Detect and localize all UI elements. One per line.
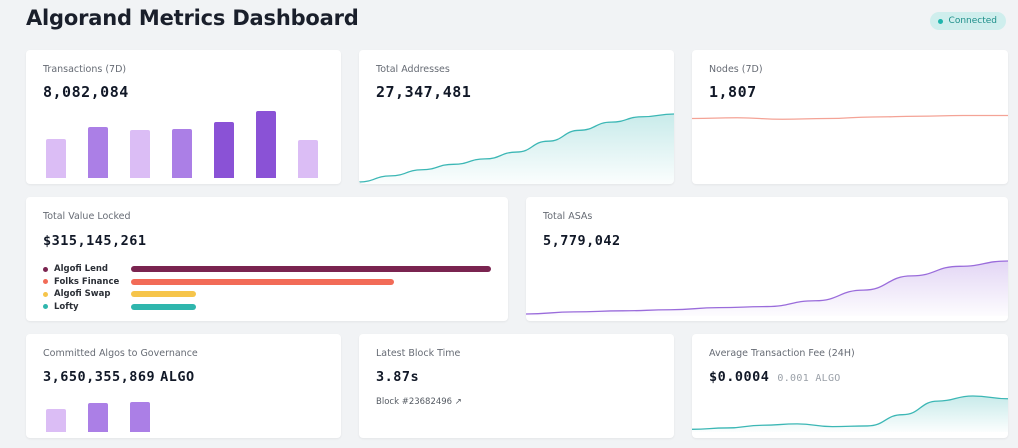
governance-value: 3,650,355,869 ALGO <box>43 369 195 385</box>
legend-dot-icon <box>43 291 48 297</box>
series-line <box>692 114 1008 120</box>
transactions-bar-chart <box>46 104 321 184</box>
block-time-value: 3.87s <box>376 369 420 385</box>
fee-area-chart <box>692 395 1008 432</box>
addresses-card: Total Addresses 27,347,481 <box>359 50 674 184</box>
governance-label: Committed Algos to Governance <box>43 348 198 359</box>
tvl-protocol-name: Algofi Swap <box>54 289 111 299</box>
tvl-protocol-name: Lofty <box>54 301 79 312</box>
legend-dot-icon <box>43 279 48 284</box>
fee-label: Average Transaction Fee (24H) <box>709 348 855 359</box>
bar <box>46 409 66 432</box>
transactions-card: Transactions (7D) 8,082,084 <box>26 50 341 184</box>
nodes-label: Nodes (7D) <box>709 64 763 75</box>
bar <box>130 402 150 432</box>
governance-amount: 3,650,355,869 <box>43 369 156 385</box>
status-dot-icon <box>937 18 943 24</box>
series-line <box>526 260 1008 315</box>
tvl-label: Total Value Locked <box>43 211 131 222</box>
area-fill <box>526 261 1008 316</box>
bar <box>88 403 108 432</box>
bar <box>172 129 192 178</box>
status-text: Connected <box>948 16 997 26</box>
asas-area-chart <box>526 260 1008 316</box>
bar <box>214 122 234 178</box>
nodes-card: Nodes (7D) 1,807 <box>692 50 1008 184</box>
tvl-legend-item: Lofty <box>43 301 134 313</box>
addresses-label: Total Addresses <box>376 64 450 75</box>
governance-bar-chart <box>46 398 321 438</box>
series-line <box>692 395 1008 430</box>
tvl-card: Total Value Locked $315,145,261 Algofi L… <box>26 197 508 321</box>
legend-dot-icon <box>43 304 48 309</box>
area-fill <box>359 114 674 184</box>
tvl-share-bar <box>131 278 394 285</box>
block-time-card: Latest Block Time 3.87s Block #23682496 … <box>359 334 674 438</box>
tvl-legend-item: Algofi Swap <box>43 288 134 300</box>
bar <box>298 140 318 178</box>
page-title: Algorand Metrics Dashboard <box>26 6 359 30</box>
series-line <box>359 113 674 183</box>
addresses-area-chart <box>359 113 674 184</box>
fee-algo: 0.001 ALGO <box>777 373 841 384</box>
fee-value: $0.0004 0.001 ALGO <box>709 369 841 385</box>
tvl-legend-item: Algofi Lend <box>43 263 134 275</box>
bar <box>46 139 66 178</box>
nodes-value: 1,807 <box>709 83 757 101</box>
governance-unit: ALGO <box>160 369 195 385</box>
latest-block-link[interactable]: Block #23682496 ↗ <box>376 397 462 407</box>
bar <box>130 130 150 178</box>
tvl-legend-item: Folks Finance <box>43 276 134 288</box>
bar <box>88 127 108 178</box>
bar <box>256 111 276 178</box>
transactions-label: Transactions (7D) <box>43 64 127 75</box>
fee-card: Average Transaction Fee (24H) $0.0004 0.0… <box>692 334 1008 438</box>
addresses-value: 27,347,481 <box>376 83 472 101</box>
block-time-label: Latest Block Time <box>376 348 461 359</box>
tvl-protocol-name: Algofi Lend <box>54 264 108 274</box>
asas-label: Total ASAs <box>543 211 593 222</box>
asas-card: Total ASAs 5,779,042 <box>526 197 1008 321</box>
tvl-share-bar <box>131 266 491 272</box>
tvl-share-bar <box>131 291 196 297</box>
connection-status-badge: Connected <box>929 12 1006 30</box>
nodes-line-chart <box>692 114 1008 120</box>
transactions-value: 8,082,084 <box>43 83 129 101</box>
governance-card: Committed Algos to Governance 3,650,355,… <box>26 334 341 438</box>
legend-dot-icon <box>43 266 48 272</box>
tvl-protocol-name: Folks Finance <box>54 276 120 287</box>
asas-value: 5,779,042 <box>543 233 621 249</box>
tvl-value: $315,145,261 <box>43 233 147 249</box>
area-fill <box>692 396 1008 432</box>
fee-usd: $0.0004 <box>709 369 770 385</box>
tvl-share-bar <box>131 303 196 310</box>
